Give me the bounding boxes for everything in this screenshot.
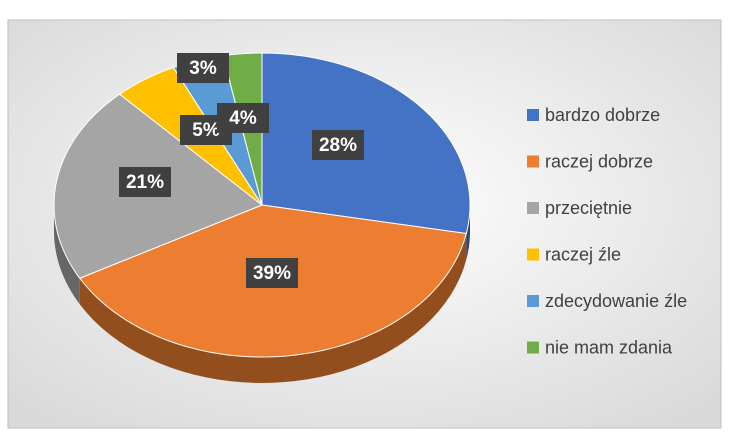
legend-swatch <box>527 341 539 354</box>
data-label: 4% <box>229 108 257 129</box>
legend-label: raczej źle <box>545 244 621 264</box>
data-label: 3% <box>189 58 217 79</box>
slice-side <box>79 233 467 383</box>
legend-label: przeciętnie <box>545 198 632 218</box>
pie: 28% 39% 21% 5% 4% 3% <box>53 52 471 383</box>
legend-label: zdecydowanie źle <box>545 291 687 311</box>
legend-label: raczej dobrze <box>545 151 653 171</box>
data-label: 5% <box>192 120 220 141</box>
label-box <box>177 53 229 83</box>
legend-label: bardzo dobrze <box>545 105 660 125</box>
data-label: 39% <box>253 263 291 284</box>
label-box <box>119 167 171 197</box>
legend-swatch <box>527 109 539 121</box>
data-label: 28% <box>319 135 357 156</box>
slice-side <box>54 205 80 305</box>
slice <box>261 52 471 235</box>
legend-swatch <box>527 248 539 261</box>
label-box <box>312 130 364 160</box>
label-box <box>246 258 298 288</box>
slice-side <box>466 205 470 260</box>
data-label: 21% <box>126 172 164 193</box>
legend-swatch <box>527 155 539 168</box>
legend-swatch <box>527 202 539 214</box>
legend-label: nie mam zdania <box>545 337 673 357</box>
legend: bardzo dobrze raczej dobrze przeciętnie rac… <box>527 105 687 357</box>
label-box <box>217 103 269 133</box>
legend-swatch <box>527 295 539 307</box>
